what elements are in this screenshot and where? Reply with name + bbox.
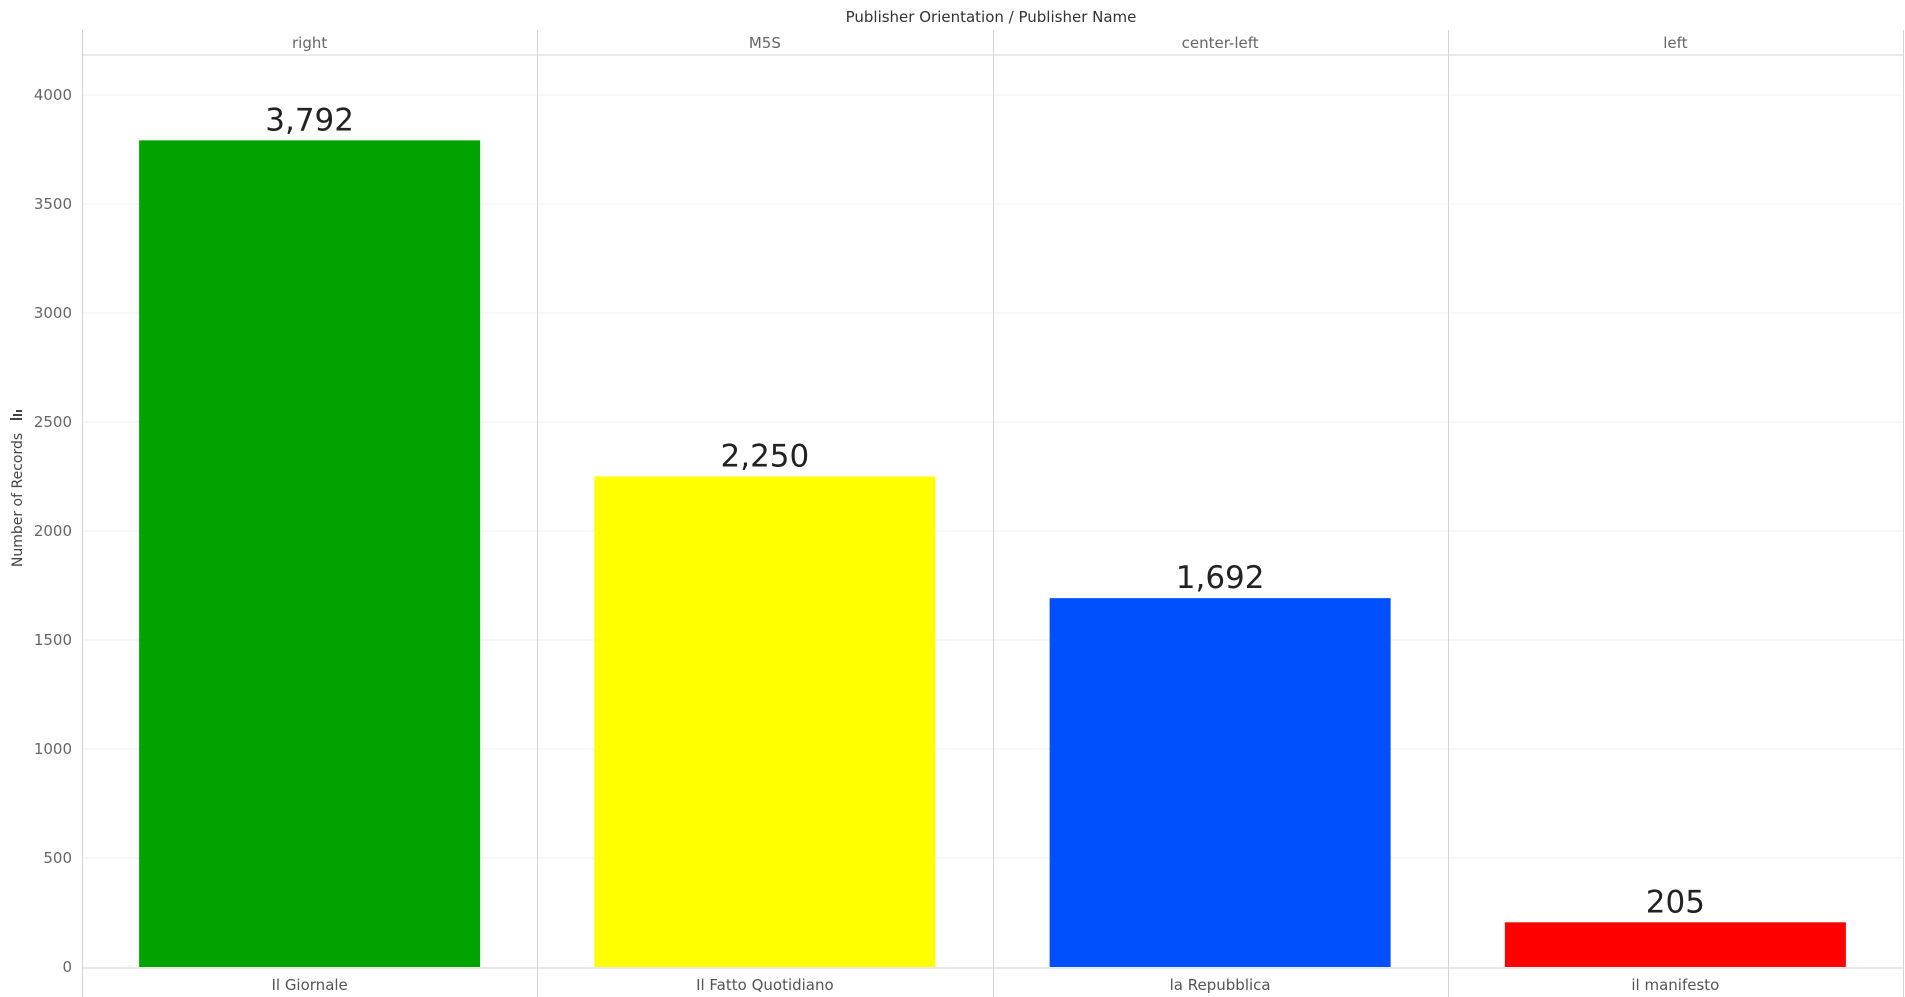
x-tick-label: Il Fatto Quotidiano [696,976,834,994]
y-axis-title-group: Number of Records [10,410,26,567]
y-tick-label: 0 [62,958,72,976]
bars [139,140,1846,967]
bar [139,140,481,967]
y-tick-label: 2500 [34,413,72,431]
data-label: 205 [1646,884,1705,920]
y-axis-ticks: 0 500 1000 1500 2000 2500 3000 3500 4000 [34,86,72,976]
sort-icon[interactable] [10,410,22,420]
y-tick-label: 2000 [34,522,72,540]
x-axis-labels: Il Giornale Il Fatto Quotidiano la Repubbl… [271,976,1719,994]
y-tick-label: 1000 [34,740,72,758]
y-tick-label: 3000 [34,304,72,322]
panel-frame [82,30,1904,997]
y-tick-label: 1500 [34,631,72,649]
column-header: M5S [749,34,781,52]
header-title: Publisher Orientation / Publisher Name [846,8,1137,26]
column-headers: right M5S center-left left [292,34,1688,52]
data-label: 3,792 [265,102,354,138]
data-labels: 3,792 2,250 1,692 205 [265,102,1705,920]
bar [1049,598,1391,967]
y-tick-label: 3500 [34,195,72,213]
x-tick-label: Il Giornale [271,976,347,994]
y-axis-title: Number of Records [10,433,26,567]
column-header: center-left [1182,34,1259,52]
y-tick-label: 4000 [34,86,72,104]
column-header: left [1663,34,1687,52]
bar [594,476,936,967]
column-header: right [292,34,327,52]
x-tick-label: la Repubblica [1170,976,1271,994]
x-tick-label: il manifesto [1631,976,1719,994]
y-tick-label: 500 [43,849,72,867]
bar [1504,922,1846,967]
data-label: 2,250 [721,439,810,475]
data-label: 1,692 [1176,560,1265,596]
